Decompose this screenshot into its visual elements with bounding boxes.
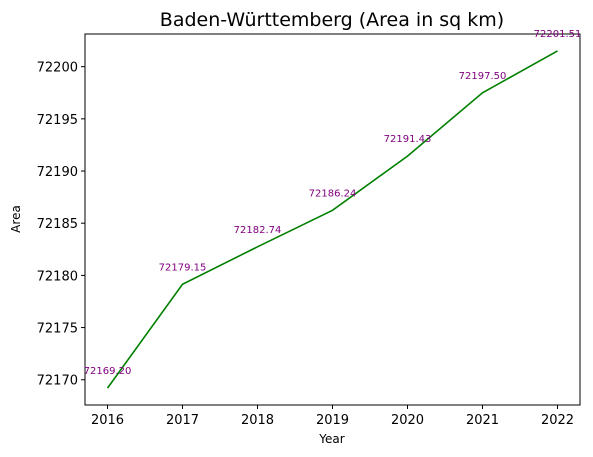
y-tick-label: 72180	[37, 269, 78, 284]
y-tick-label: 72200	[37, 61, 78, 76]
data-label: 72186.24	[309, 188, 357, 199]
data-label: 72197.50	[459, 71, 507, 82]
y-tick-label: 72195	[37, 113, 78, 128]
y-tick-label: 72170	[37, 374, 78, 389]
y-tick-label: 72190	[37, 165, 78, 180]
x-tick-label: 2019	[316, 413, 349, 428]
y-tick-label: 72175	[37, 322, 78, 337]
series-line	[106, 50, 558, 389]
data-labels: 72169.20 72179.15 72182.74 72186.24 72191.43…	[84, 29, 582, 377]
data-label: 72169.20	[84, 366, 132, 377]
x-tick-label: 2021	[466, 413, 499, 428]
y-axis-title: Area	[9, 205, 23, 233]
chart-title: Baden-Württemberg (Area in sq km)	[160, 9, 504, 31]
data-label: 72201.51	[534, 29, 582, 40]
data-label: 72191.43	[384, 134, 432, 145]
x-axis: 2016 2017 2018 2019 2020 2021 2022	[91, 405, 574, 428]
y-tick-label: 72185	[37, 217, 78, 232]
x-tick-label: 2018	[241, 413, 274, 428]
x-tick-label: 2017	[166, 413, 199, 428]
x-tick-label: 2016	[91, 413, 124, 428]
data-label: 72182.74	[234, 225, 282, 236]
y-axis: 72170 72175 72180 72185 72190 72195 72200	[37, 61, 85, 389]
x-axis-title: Year	[318, 432, 344, 446]
x-tick-label: 2020	[391, 413, 424, 428]
data-label: 72179.15	[159, 262, 207, 273]
plot-area-frame	[84, 33, 581, 406]
x-tick-label: 2022	[541, 413, 574, 428]
